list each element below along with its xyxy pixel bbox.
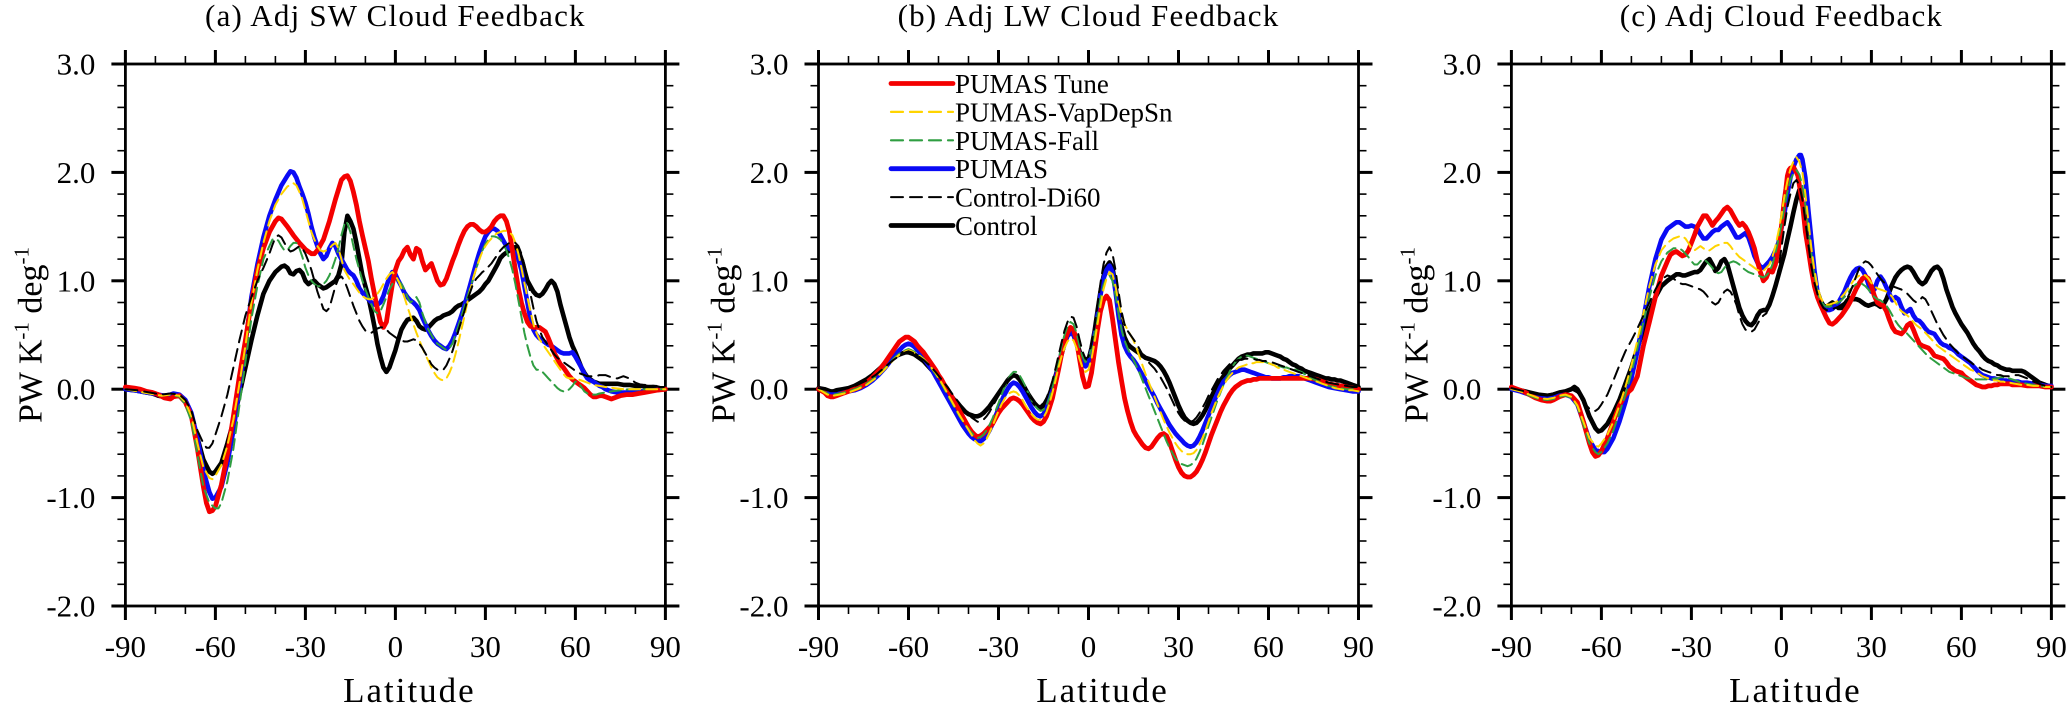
svg-text:-90: -90 [1491, 629, 1532, 664]
svg-text:-1.0: -1.0 [739, 480, 788, 515]
svg-text:-2.0: -2.0 [46, 589, 95, 624]
svg-text:90: 90 [2036, 629, 2067, 664]
svg-text:PUMAS-VapDepSn: PUMAS-VapDepSn [955, 97, 1173, 127]
svg-text:3.0: 3.0 [750, 47, 789, 82]
svg-text:1.0: 1.0 [750, 263, 789, 298]
svg-text:(c) Adj Cloud Feedback: (c) Adj Cloud Feedback [1620, 0, 1943, 33]
svg-text:2.0: 2.0 [57, 155, 96, 190]
svg-text:-30: -30 [978, 629, 1019, 664]
svg-text:-30: -30 [1671, 629, 1712, 664]
svg-text:90: 90 [650, 629, 681, 664]
svg-text:90: 90 [1343, 629, 1374, 664]
svg-text:-60: -60 [1581, 629, 1622, 664]
svg-text:-60: -60 [888, 629, 929, 664]
svg-text:60: 60 [1946, 629, 1977, 664]
svg-text:-1.0: -1.0 [1432, 480, 1481, 515]
svg-text:(b) Adj LW Cloud Feedback: (b) Adj LW Cloud Feedback [898, 0, 1280, 33]
svg-text:-2.0: -2.0 [1432, 589, 1481, 624]
svg-text:Control: Control [955, 211, 1038, 241]
svg-text:-60: -60 [195, 629, 236, 664]
svg-text:30: 30 [1163, 629, 1194, 664]
svg-text:0: 0 [1081, 629, 1097, 664]
svg-text:Latitude: Latitude [1036, 671, 1169, 703]
svg-text:0.0: 0.0 [1443, 372, 1482, 407]
svg-text:-30: -30 [285, 629, 326, 664]
svg-text:-2.0: -2.0 [739, 589, 788, 624]
svg-text:PW K-1 deg-1: PW K-1 deg-1 [1395, 247, 1435, 423]
svg-text:3.0: 3.0 [57, 47, 96, 82]
svg-text:30: 30 [470, 629, 501, 664]
svg-text:0: 0 [388, 629, 404, 664]
svg-text:2.0: 2.0 [750, 155, 789, 190]
svg-text:3.0: 3.0 [1443, 47, 1482, 82]
svg-text:60: 60 [1253, 629, 1284, 664]
svg-text:1.0: 1.0 [57, 263, 96, 298]
svg-text:PUMAS Tune: PUMAS Tune [955, 69, 1109, 99]
svg-text:(a) Adj SW Cloud Feedback: (a) Adj SW Cloud Feedback [205, 0, 586, 33]
svg-text:Latitude: Latitude [343, 671, 476, 703]
svg-text:0.0: 0.0 [57, 372, 96, 407]
svg-text:PUMAS: PUMAS [955, 154, 1048, 184]
svg-text:60: 60 [560, 629, 591, 664]
svg-text:Latitude: Latitude [1729, 671, 1862, 703]
svg-text:0: 0 [1774, 629, 1790, 664]
svg-text:-90: -90 [798, 629, 839, 664]
svg-text:2.0: 2.0 [1443, 155, 1482, 190]
svg-text:Control-Di60: Control-Di60 [955, 183, 1101, 213]
svg-text:1.0: 1.0 [1443, 263, 1482, 298]
svg-text:PUMAS-Fall: PUMAS-Fall [955, 126, 1099, 156]
svg-text:-1.0: -1.0 [46, 480, 95, 515]
svg-text:-90: -90 [105, 629, 146, 664]
svg-text:30: 30 [1856, 629, 1887, 664]
svg-text:0.0: 0.0 [750, 372, 789, 407]
